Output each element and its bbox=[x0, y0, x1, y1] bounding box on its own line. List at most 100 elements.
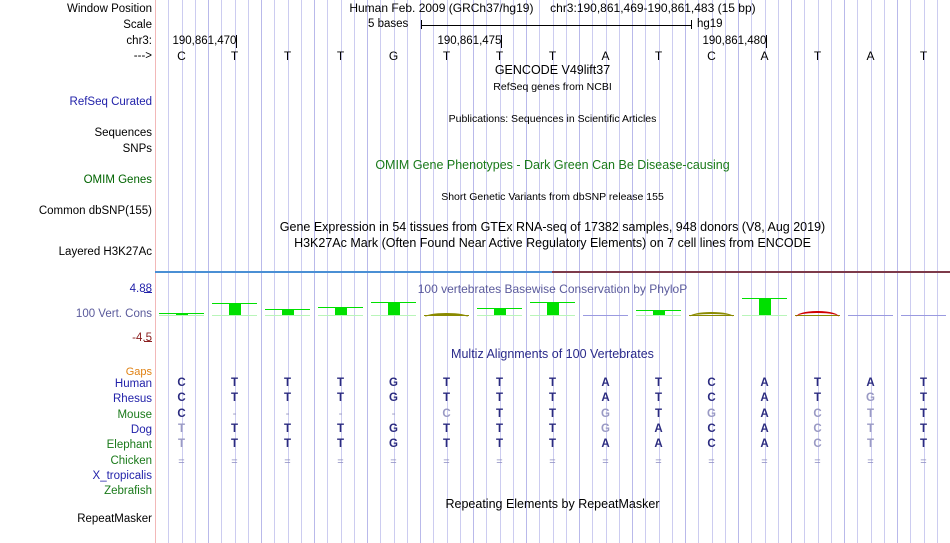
alignment-base: = bbox=[337, 455, 344, 468]
conservation-bar-cap bbox=[318, 307, 363, 309]
label-repeatmasker[interactable]: RepeatMasker bbox=[77, 513, 152, 525]
alignment-base: = bbox=[231, 455, 238, 468]
label-strand-arrow[interactable]: ---> bbox=[133, 50, 152, 62]
species-label-rhesus[interactable]: Rhesus bbox=[113, 393, 152, 406]
alignment-base: = bbox=[549, 455, 556, 468]
track-title-h3k27ac[interactable]: H3K27Ac Mark (Often Found Near Active Re… bbox=[294, 236, 811, 250]
track-divider-left bbox=[155, 271, 552, 273]
alignment-base: T bbox=[283, 422, 292, 435]
label-100-vert-cons[interactable]: 100 Vert. Cons bbox=[75, 308, 152, 320]
conservation-baseline bbox=[583, 315, 628, 316]
alignment-base: T bbox=[654, 392, 663, 405]
alignment-base: - bbox=[285, 407, 290, 420]
alignment-base: T bbox=[495, 407, 504, 420]
label-common-dbsnp[interactable]: Common dbSNP(155) bbox=[38, 205, 152, 217]
alignment-base: T bbox=[230, 377, 239, 389]
alignment-base: T bbox=[177, 422, 186, 435]
track-title-gencode[interactable]: GENCODE V49lift37 bbox=[494, 63, 611, 77]
ruler-base: T bbox=[442, 49, 451, 63]
alignment-base: T bbox=[813, 377, 822, 389]
track-title-phylop[interactable]: 100 vertebrates Basewise Conservation by… bbox=[417, 282, 688, 296]
conservation-bar-positive bbox=[546, 301, 559, 315]
conservation-baseline bbox=[901, 315, 946, 316]
track-label-column: Window Position Scale chr3: ---> RefSeq … bbox=[0, 0, 152, 543]
ruler-base: T bbox=[336, 49, 345, 63]
track-title-multiz[interactable]: Multiz Alignments of 100 Vertebrates bbox=[451, 347, 654, 361]
species-label-human[interactable]: Human bbox=[114, 378, 152, 390]
alignment-base: T bbox=[442, 438, 451, 451]
species-label-elephant[interactable]: Elephant bbox=[106, 439, 152, 452]
alignment-base: T bbox=[283, 438, 292, 451]
track-title-publications[interactable]: Publications: Sequences in Scientific Ar… bbox=[448, 113, 657, 125]
alignment-base: = bbox=[814, 455, 821, 468]
scale-bar-line bbox=[421, 25, 691, 26]
scale-bar-label: 5 bases bbox=[368, 18, 409, 30]
alignment-base: T bbox=[654, 407, 663, 420]
label-gaps[interactable]: Gaps bbox=[125, 366, 152, 378]
track-title-omim[interactable]: OMIM Gene Phenotypes - Dark Green Can Be… bbox=[375, 158, 730, 172]
alignment-base: = bbox=[708, 455, 715, 468]
label-window-position[interactable]: Window Position bbox=[66, 3, 152, 15]
alignment-base: T bbox=[548, 392, 557, 405]
label-layered-h3k27ac[interactable]: Layered H3K27Ac bbox=[58, 246, 152, 258]
alignment-base: A bbox=[760, 422, 769, 435]
ruler-position-label: 190,861,470 bbox=[172, 35, 237, 47]
alignment-base: T bbox=[919, 392, 928, 405]
alignment-base: A bbox=[601, 392, 610, 405]
track-title-refseq-ncbi[interactable]: RefSeq genes from NCBI bbox=[493, 81, 612, 93]
conservation-bar-positive bbox=[228, 302, 241, 315]
label-snps[interactable]: SNPs bbox=[122, 143, 152, 155]
species-label-mouse[interactable]: Mouse bbox=[117, 408, 152, 421]
conservation-bar-positive bbox=[758, 297, 771, 315]
track-title-repeatmasker[interactable]: Repeating Elements by RepeatMasker bbox=[445, 497, 660, 511]
label-refseq-curated[interactable]: RefSeq Curated bbox=[69, 96, 152, 108]
conservation-baseline bbox=[371, 315, 416, 316]
alignment-base: G bbox=[866, 392, 875, 405]
alignment-base: G bbox=[389, 422, 398, 435]
alignment-base: T bbox=[866, 422, 875, 435]
alignment-base: = bbox=[390, 455, 397, 468]
conservation-bar-positive bbox=[175, 313, 188, 315]
alignment-base: = bbox=[284, 455, 291, 468]
ruler-base: T bbox=[919, 49, 928, 63]
ruler-base: A bbox=[866, 49, 875, 63]
scale-bar-left-cap bbox=[421, 20, 422, 29]
species-label-dog[interactable]: Dog bbox=[130, 423, 152, 436]
alignment-base: G bbox=[601, 407, 610, 420]
label-omim-genes[interactable]: OMIM Genes bbox=[83, 174, 152, 186]
conservation-bar-positive bbox=[334, 307, 347, 315]
alignment-base: T bbox=[336, 377, 345, 389]
ruler-base: C bbox=[707, 49, 716, 63]
conservation-track[interactable] bbox=[155, 284, 950, 344]
conservation-bar-negative bbox=[690, 312, 733, 317]
ruler-position-label: 190,861,475 bbox=[437, 35, 502, 47]
label-scale[interactable]: Scale bbox=[123, 19, 152, 31]
alignment-base: T bbox=[548, 407, 557, 420]
conservation-bar-cap bbox=[636, 310, 681, 312]
alignment-base: = bbox=[655, 455, 662, 468]
track-title-dbsnp[interactable]: Short Genetic Variants from dbSNP releas… bbox=[441, 191, 664, 203]
species-label-x_tropicalis[interactable]: X_tropicalis bbox=[92, 469, 152, 482]
alignment-base: T bbox=[230, 422, 239, 435]
alignment-base: - bbox=[338, 407, 343, 420]
ruler-base: T bbox=[548, 49, 557, 63]
alignment-base: T bbox=[442, 392, 451, 405]
label-chrom[interactable]: chr3: bbox=[126, 35, 152, 47]
ruler-base: T bbox=[283, 49, 292, 63]
track-title-gtex[interactable]: Gene Expression in 54 tissues from GTEx … bbox=[279, 220, 826, 234]
alignment-base: T bbox=[654, 377, 663, 389]
species-label-chicken[interactable]: Chicken bbox=[110, 454, 152, 467]
alignment-base: A bbox=[760, 438, 769, 451]
ruler-position-tick bbox=[500, 35, 502, 48]
conservation-bar-cap bbox=[530, 301, 575, 303]
ruler-base: C bbox=[177, 49, 186, 63]
alignment-base: T bbox=[548, 422, 557, 435]
alignment-base: T bbox=[336, 422, 345, 435]
alignment-base: A bbox=[760, 392, 769, 405]
label-sequences[interactable]: Sequences bbox=[94, 127, 152, 139]
species-label-zebrafish[interactable]: Zebrafish bbox=[104, 485, 152, 498]
alignment-base: = bbox=[443, 455, 450, 468]
alignment-base: T bbox=[230, 438, 239, 451]
alignment-base: G bbox=[707, 407, 716, 420]
ruler-position-label: 190,861,480 bbox=[702, 35, 767, 47]
